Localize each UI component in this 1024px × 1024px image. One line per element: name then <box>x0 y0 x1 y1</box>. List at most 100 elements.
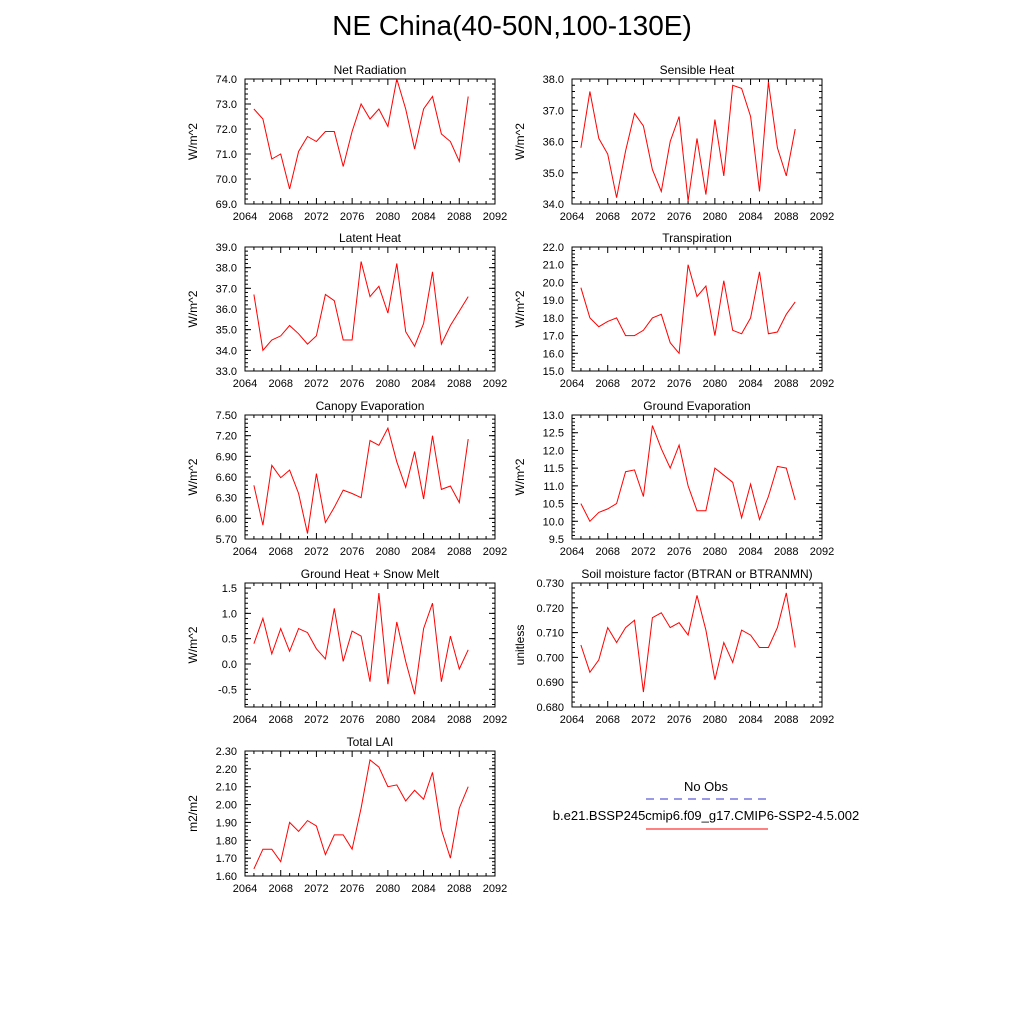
series-line <box>580 425 796 523</box>
y-tick-label: 0.720 <box>536 603 564 615</box>
x-tick-label: 2072 <box>304 546 328 558</box>
y-tick-label: -0.5 <box>218 684 237 696</box>
y-tick-label: 36.0 <box>543 137 564 149</box>
panel-title: Net Radiation <box>334 63 407 77</box>
x-tick-label: 2076 <box>667 211 691 223</box>
x-tick-label: 2064 <box>233 883 257 895</box>
y-tick-label: 39.0 <box>216 242 237 254</box>
x-tick-label: 2088 <box>774 546 798 558</box>
x-tick-label: 2072 <box>304 378 328 390</box>
x-tick-label: 2076 <box>667 546 691 558</box>
panel-title: Soil moisture factor (BTRAN or BTRANMN) <box>581 567 812 581</box>
y-tick-label: 1.70 <box>216 853 237 865</box>
y-tick-label: 71.0 <box>216 149 237 161</box>
x-tick-label: 2068 <box>268 883 292 895</box>
x-tick-label: 2068 <box>595 211 619 223</box>
series-line <box>253 593 469 695</box>
y-tick-label: 17.0 <box>543 331 564 343</box>
x-tick-label: 2080 <box>376 378 400 390</box>
y-tick-label: 1.90 <box>216 817 237 829</box>
panel-title: Ground Evaporation <box>643 399 750 413</box>
x-tick-label: 2080 <box>376 714 400 726</box>
x-tick-label: 2064 <box>233 546 257 558</box>
x-tick-label: 2068 <box>595 714 619 726</box>
y-tick-label: 34.0 <box>543 199 564 211</box>
x-tick-label: 2092 <box>810 211 834 223</box>
y-tick-label: 0.700 <box>536 652 564 664</box>
y-axis-label: unitless <box>513 625 527 666</box>
y-tick-label: 35.0 <box>543 168 564 180</box>
y-tick-label: 72.0 <box>216 124 237 136</box>
y-tick-label: 33.0 <box>216 366 237 378</box>
panel-1: Net Radiation W/m^2 2064 2068 2072 2076 2080 20… <box>186 63 507 223</box>
x-tick-label: 2092 <box>483 211 507 223</box>
x-tick-label: 2064 <box>233 378 257 390</box>
x-tick-label: 2088 <box>447 378 471 390</box>
y-tick-label: 22.0 <box>543 242 564 254</box>
y-tick-label: 37.0 <box>216 283 237 295</box>
x-tick-label: 2068 <box>595 378 619 390</box>
y-tick-label: 7.50 <box>216 410 237 422</box>
panel-title: Latent Heat <box>339 231 402 245</box>
series-line <box>253 78 469 190</box>
panel-2: Sensible Heat W/m^2 2064 2068 2072 2076 2080 20… <box>513 63 834 223</box>
y-tick-label: 38.0 <box>543 74 564 86</box>
x-tick-label: 2088 <box>447 211 471 223</box>
plot-frame <box>571 246 823 372</box>
y-axis-label: W/m^2 <box>186 458 200 495</box>
x-tick-label: 2076 <box>340 546 364 558</box>
x-tick-label: 2072 <box>631 714 655 726</box>
y-tick-label: 0.5 <box>222 634 237 646</box>
panel-3: Latent Heat W/m^2 2064 2068 2072 2076 2080 2084… <box>186 231 507 390</box>
series-line <box>580 592 796 693</box>
plot-frame <box>244 414 496 540</box>
x-tick-label: 2068 <box>268 211 292 223</box>
legend-obs-line <box>646 798 768 800</box>
x-tick-label: 2084 <box>411 378 435 390</box>
x-tick-label: 2092 <box>483 378 507 390</box>
legend-obs-label: No Obs <box>683 779 729 794</box>
x-tick-label: 2068 <box>268 378 292 390</box>
y-tick-label: 12.5 <box>543 428 564 440</box>
x-tick-label: 2088 <box>774 714 798 726</box>
legend-model-label: b.e21.BSSP245cmip6.f09_g17.CMIP6-SSP2-4.… <box>552 808 860 823</box>
x-tick-label: 2092 <box>483 714 507 726</box>
y-tick-label: 35.0 <box>216 325 237 337</box>
x-tick-label: 2084 <box>738 211 762 223</box>
panel-7: Ground Heat + Snow Melt W/m^2 2064 2068 2072… <box>186 567 507 726</box>
x-tick-label: 2080 <box>703 546 727 558</box>
x-tick-label: 2080 <box>376 211 400 223</box>
x-tick-label: 2092 <box>810 546 834 558</box>
y-tick-label: 0.690 <box>536 677 564 689</box>
x-tick-label: 2088 <box>447 546 471 558</box>
panel-title: Sensible Heat <box>660 63 735 77</box>
x-tick-label: 2072 <box>304 211 328 223</box>
y-tick-label: 69.0 <box>216 199 237 211</box>
y-tick-label: 12.0 <box>543 445 564 457</box>
plot-frame <box>571 414 823 540</box>
y-tick-label: 13.0 <box>543 410 564 422</box>
x-tick-label: 2072 <box>631 378 655 390</box>
x-tick-label: 2064 <box>560 714 584 726</box>
y-tick-label: 21.0 <box>543 260 564 272</box>
y-tick-label: 19.0 <box>543 295 564 307</box>
x-tick-label: 2092 <box>483 546 507 558</box>
panel-title: Total LAI <box>347 735 394 749</box>
y-tick-label: 11.0 <box>543 481 564 493</box>
y-tick-label: 9.5 <box>549 534 564 546</box>
y-tick-label: 1.0 <box>222 608 237 620</box>
series-line <box>580 264 796 355</box>
x-tick-label: 2076 <box>667 714 691 726</box>
y-axis-label: W/m^2 <box>513 458 527 495</box>
y-tick-label: 37.0 <box>543 105 564 117</box>
panel-8: Soil moisture factor (BTRAN or BTRANMN) u… <box>513 567 834 726</box>
y-tick-label: 2.10 <box>216 782 237 794</box>
x-tick-label: 2088 <box>774 378 798 390</box>
y-tick-label: 1.60 <box>216 871 237 883</box>
x-tick-label: 2076 <box>340 378 364 390</box>
y-tick-label: 15.0 <box>543 366 564 378</box>
x-tick-label: 2072 <box>304 883 328 895</box>
x-tick-label: 2080 <box>376 883 400 895</box>
x-tick-label: 2088 <box>447 883 471 895</box>
y-tick-label: 38.0 <box>216 263 237 275</box>
